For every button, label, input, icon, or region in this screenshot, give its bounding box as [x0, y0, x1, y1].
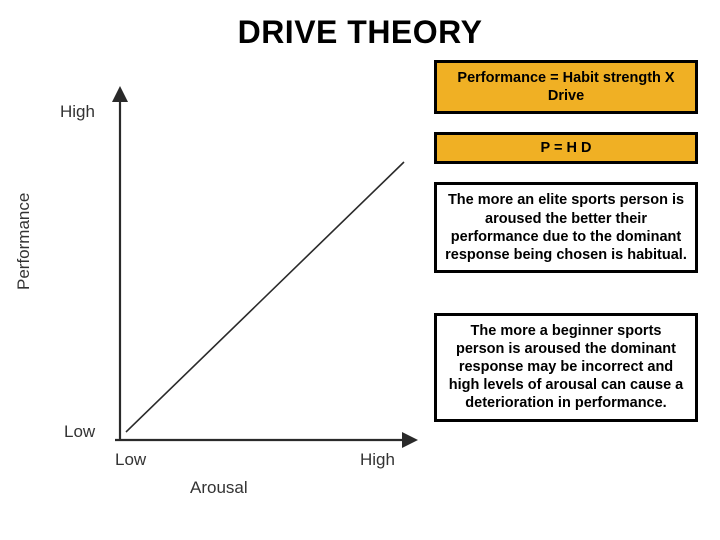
page-title: DRIVE THEORY	[0, 14, 720, 51]
data-line	[126, 162, 404, 432]
y-axis-arrow-icon	[112, 86, 128, 102]
info-boxes: Performance = Habit strength X Drive P =…	[434, 60, 698, 422]
x-tick-high: High	[360, 450, 395, 470]
drive-theory-chart: Performance Arousal High Low Low High	[20, 80, 420, 500]
elite-explainer-box: The more an elite sports person is arous…	[434, 182, 698, 273]
y-tick-high: High	[60, 102, 95, 122]
beginner-explainer-box: The more a beginner sports person is aro…	[434, 313, 698, 422]
formula-box: Performance = Habit strength X Drive	[434, 60, 698, 114]
x-tick-low: Low	[115, 450, 146, 470]
y-tick-low: Low	[64, 422, 95, 442]
x-axis-arrow-icon	[402, 432, 418, 448]
y-axis-label: Performance	[14, 193, 34, 290]
x-axis-label: Arousal	[190, 478, 248, 498]
short-formula-box: P = H D	[434, 132, 698, 164]
